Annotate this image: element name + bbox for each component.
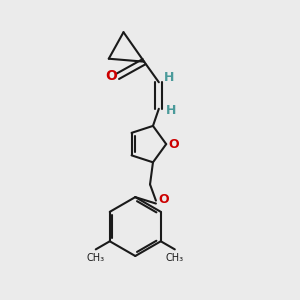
Text: CH₃: CH₃ xyxy=(166,253,184,263)
Text: O: O xyxy=(158,193,169,206)
Text: H: H xyxy=(165,104,176,117)
Text: O: O xyxy=(168,138,179,151)
Text: CH₃: CH₃ xyxy=(87,253,105,263)
Text: H: H xyxy=(164,71,174,84)
Text: O: O xyxy=(105,69,117,83)
